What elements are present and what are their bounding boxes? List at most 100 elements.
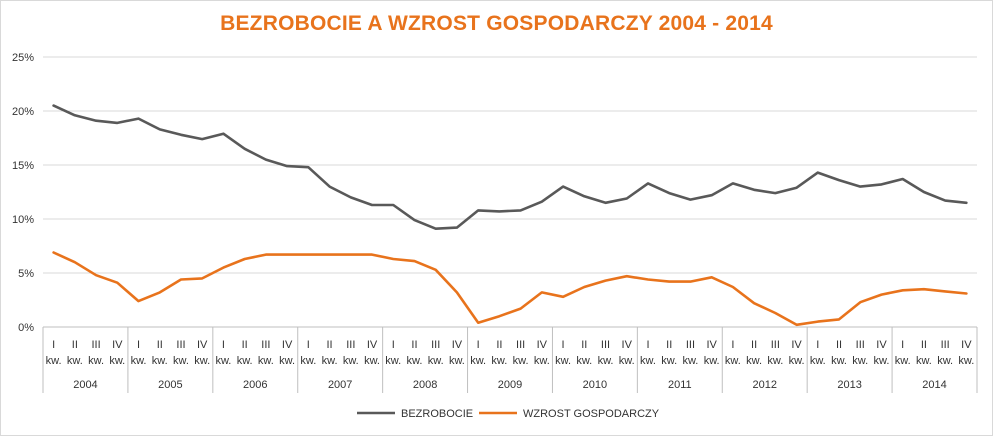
quarter-suffix-label: kw. — [364, 355, 380, 367]
quarter-tick-label: I — [901, 339, 904, 351]
quarter-suffix-label: kw. — [513, 355, 529, 367]
quarter-suffix-label: kw. — [746, 355, 762, 367]
series-lines — [52, 104, 968, 327]
quarter-suffix-label: kw. — [46, 355, 62, 367]
quarter-suffix-label: kw. — [958, 355, 974, 367]
quarter-suffix-label: kw. — [619, 355, 635, 367]
quarter-suffix-label: kw. — [173, 355, 189, 367]
quarter-suffix-label: kw. — [810, 355, 826, 367]
year-tick-label: 2004 — [73, 379, 97, 391]
y-tick-label: 20% — [12, 106, 34, 118]
gridlines — [43, 56, 977, 274]
quarter-tick-label: I — [731, 339, 734, 351]
year-tick-label: 2009 — [498, 379, 522, 391]
year-tick-label: 2007 — [328, 379, 352, 391]
quarter-suffix-label: kw. — [937, 355, 953, 367]
year-tick-label: 2005 — [158, 379, 182, 391]
quarter-suffix-label: kw. — [789, 355, 805, 367]
quarter-tick-label: IV — [197, 339, 208, 351]
quarter-tick-label: III — [601, 339, 610, 351]
quarter-tick-label: III — [431, 339, 440, 351]
quarter-tick-label: III — [941, 339, 950, 351]
quarter-tick-label: II — [921, 339, 927, 351]
quarter-suffix-label: kw. — [895, 355, 911, 367]
quarter-tick-label: II — [411, 339, 417, 351]
year-tick-label: 2011 — [668, 379, 692, 391]
quarter-tick-label: IV — [112, 339, 123, 351]
quarter-tick-label: IV — [876, 339, 887, 351]
quarter-tick-label: IV — [706, 339, 717, 351]
quarter-suffix-label: kw. — [152, 355, 168, 367]
quarter-suffix-label: kw. — [831, 355, 847, 367]
quarter-suffix-label: kw. — [576, 355, 592, 367]
quarter-tick-label: IV — [961, 339, 972, 351]
quarter-suffix-label: kw. — [449, 355, 465, 367]
quarter-suffix-label: kw. — [640, 355, 656, 367]
quarter-tick-label: IV — [622, 339, 633, 351]
quarter-suffix-label: kw. — [109, 355, 125, 367]
quarter-suffix-label: kw. — [88, 355, 104, 367]
y-axis-ticks: 0% 5% 10% 15% 20% 25% — [12, 52, 34, 334]
quarter-suffix-label: kw. — [67, 355, 83, 367]
y-tick-label: 10% — [12, 214, 34, 226]
year-tick-label: 2012 — [752, 379, 776, 391]
quarter-suffix-label: kw. — [767, 355, 783, 367]
quarter-tick-label: II — [242, 339, 248, 351]
quarter-suffix-label: kw. — [279, 355, 295, 367]
quarter-tick-label: III — [771, 339, 780, 351]
quarter-suffix-label: kw. — [322, 355, 338, 367]
year-tick-label: 2008 — [413, 379, 437, 391]
quarter-suffix-label: kw. — [704, 355, 720, 367]
quarter-tick-label: I — [307, 339, 310, 351]
quarter-tick-label: III — [176, 339, 185, 351]
quarter-suffix-label: kw. — [237, 355, 253, 367]
quarter-tick-label: I — [816, 339, 819, 351]
quarter-suffix-label: kw. — [916, 355, 932, 367]
y-tick-label: 15% — [12, 160, 34, 172]
y-tick-label: 0% — [18, 322, 34, 334]
legend-label: BEZROBOCIE — [401, 408, 473, 420]
quarter-tick-label: IV — [537, 339, 548, 351]
quarter-tick-label: I — [562, 339, 565, 351]
quarter-tick-label: I — [137, 339, 140, 351]
quarter-suffix-label: kw. — [258, 355, 274, 367]
quarter-tick-label: III — [686, 339, 695, 351]
quarter-tick-label: II — [751, 339, 757, 351]
quarter-suffix-label: kw. — [874, 355, 890, 367]
x-axis: Ikw.IIkw.IIIkw.IVkw.Ikw.IIkw.IIIkw.IVkw.… — [42, 326, 978, 393]
series-line-bezrobocie — [52, 104, 968, 230]
quarter-suffix-label: kw. — [852, 355, 868, 367]
legend: BEZROBOCIE WZROST GOSPODARCZY — [357, 408, 660, 420]
quarter-suffix-label: kw. — [300, 355, 316, 367]
quarter-suffix-label: kw. — [131, 355, 147, 367]
quarter-tick-label: I — [392, 339, 395, 351]
quarter-suffix-label: kw. — [194, 355, 210, 367]
quarter-tick-label: II — [327, 339, 333, 351]
quarter-tick-label: I — [222, 339, 225, 351]
year-tick-label: 2006 — [243, 379, 267, 391]
quarter-suffix-label: kw. — [215, 355, 231, 367]
quarter-suffix-label: kw. — [534, 355, 550, 367]
year-tick-label: 2013 — [837, 379, 861, 391]
quarter-suffix-label: kw. — [598, 355, 614, 367]
quarter-tick-label: III — [516, 339, 525, 351]
quarter-tick-label: II — [72, 339, 78, 351]
quarter-tick-label: IV — [282, 339, 293, 351]
quarter-suffix-label: kw. — [343, 355, 359, 367]
quarter-suffix-label: kw. — [385, 355, 401, 367]
chart-title: BEZROBOCIE A WZROST GOSPODARCZY 2004 - 2… — [220, 12, 773, 35]
quarter-suffix-label: kw. — [555, 355, 571, 367]
y-tick-label: 5% — [18, 268, 34, 280]
quarter-suffix-label: kw. — [725, 355, 741, 367]
quarter-suffix-label: kw. — [491, 355, 507, 367]
quarter-suffix-label: kw. — [470, 355, 486, 367]
quarter-tick-label: II — [836, 339, 842, 351]
quarter-tick-label: I — [52, 339, 55, 351]
quarter-suffix-label: kw. — [407, 355, 423, 367]
quarter-tick-label: I — [477, 339, 480, 351]
quarter-tick-label: III — [261, 339, 270, 351]
quarter-tick-label: III — [346, 339, 355, 351]
quarter-tick-label: II — [666, 339, 672, 351]
